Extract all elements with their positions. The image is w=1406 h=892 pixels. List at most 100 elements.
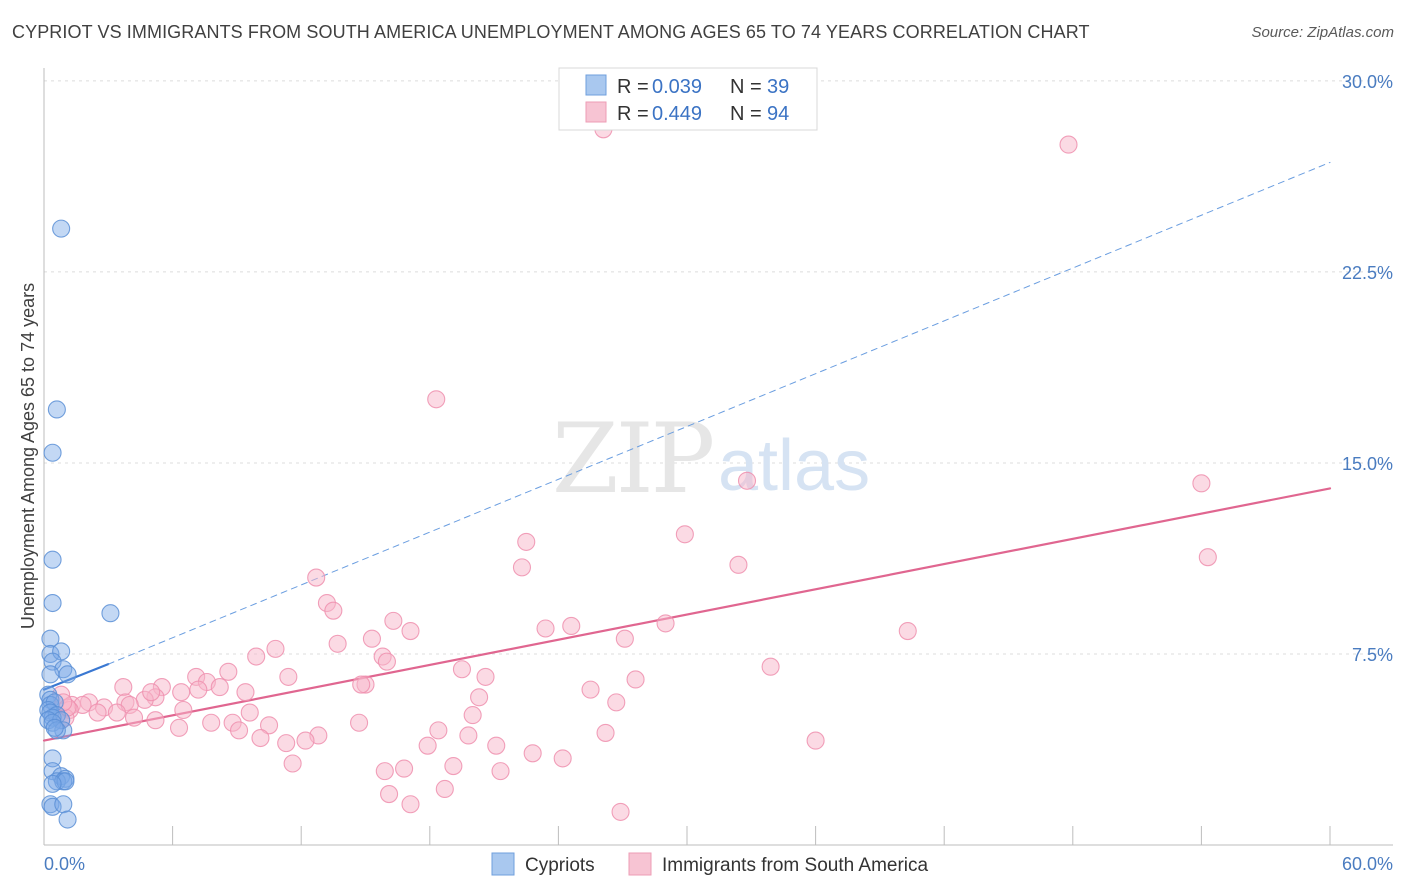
cypriot-point-2: [43, 443, 62, 462]
immigrant-point-84: [491, 762, 510, 781]
immigrant-point-80: [553, 749, 572, 768]
immigrant-point-63: [202, 713, 221, 732]
bottom-legend-swatch-immigrants: [628, 852, 652, 876]
x-tick-label-1: 60.0%: [1342, 854, 1393, 874]
legend-r-label-cypriots: R =: [617, 76, 649, 98]
legend-swatch-cypriots: [585, 74, 607, 96]
cypriot-point-34: [41, 795, 60, 814]
immigrant-point-17: [401, 622, 420, 641]
cypriot-point-0: [52, 219, 71, 238]
immigrant-point-67: [229, 721, 249, 740]
immigrant-point-2: [427, 390, 446, 409]
immigrant-point-38: [210, 678, 229, 697]
immigrant-point-76: [806, 731, 825, 750]
immigrant-point-87: [380, 785, 399, 804]
legend-n-value-cypriots: 39: [767, 76, 789, 98]
watermark: ZIP atlas: [552, 403, 870, 515]
immigrant-point-5: [675, 525, 694, 544]
grid-lines: [44, 80, 1393, 655]
cypriot-point-38: [45, 718, 64, 737]
immigrant-point-28: [219, 662, 238, 681]
immigrant-point-91: [107, 703, 126, 722]
immigrant-point-1: [1059, 135, 1078, 154]
immigrant-point-85: [375, 762, 394, 781]
cypriot-point-25: [47, 721, 66, 740]
immigrant-point-74: [277, 734, 296, 753]
immigrant-point-15: [562, 616, 581, 636]
immigrant-point-82: [444, 756, 463, 776]
immigrant-point-69: [169, 718, 189, 737]
trend-line-cypriots-dashed: [107, 161, 1331, 665]
immigrant-point-8: [729, 555, 748, 574]
immigrant-point-23: [247, 647, 266, 666]
immigrant-point-12: [324, 601, 343, 620]
immigrant-point-26: [761, 657, 780, 676]
immigrant-point-13: [384, 611, 403, 630]
immigrant-point-22: [266, 639, 285, 658]
immigrant-point-66: [259, 716, 279, 735]
bottom-legend-label-immigrants: Immigrants from South America: [662, 855, 929, 876]
immigrant-point-68: [429, 721, 448, 740]
y-tick-label-1: 15.0%: [1342, 454, 1393, 474]
immigrant-point-62: [146, 711, 165, 730]
chart-title: CYPRIOT VS IMMIGRANTS FROM SOUTH AMERICA…: [12, 22, 1090, 42]
immigrant-point-6: [517, 532, 536, 551]
cypriot-point-36: [54, 795, 73, 814]
immigrant-point-25: [377, 652, 396, 671]
immigrant-point-77: [418, 736, 437, 755]
bottom-legend: Cypriots Immigrants from South America: [491, 852, 929, 876]
immigrant-point-3: [737, 471, 757, 490]
watermark-atlas: atlas: [718, 426, 870, 506]
immigrant-point-19: [615, 629, 634, 648]
y-tick-label-0: 7.5%: [1352, 645, 1393, 665]
immigrant-point-35: [114, 678, 133, 697]
immigrant-point-41: [236, 683, 255, 702]
immigrant-point-93: [142, 683, 161, 702]
immigrant-point-44: [470, 688, 489, 707]
immigrant-point-79: [523, 744, 542, 763]
cypriot-point-12: [58, 665, 77, 684]
immigrant-point-53: [174, 700, 193, 720]
legend-r-value-cypriots: 0.039: [652, 76, 702, 98]
cypriot-point-6: [41, 629, 60, 648]
immigrant-point-21: [328, 634, 347, 653]
tick-labels: 7.5% 15.0% 22.5% 30.0% 0.0% 60.0%: [44, 72, 1393, 874]
legend-n-label-cypriots: N =: [730, 76, 762, 98]
immigrant-point-65: [350, 713, 369, 732]
legend-r-label-immigrants: R =: [617, 103, 649, 125]
immigrant-point-57: [607, 693, 626, 712]
cypriot-point-26: [43, 749, 62, 768]
y-tick-label-3: 30.0%: [1342, 72, 1393, 92]
bottom-legend-swatch-cypriots: [491, 852, 515, 876]
immigrant-point-40: [172, 683, 191, 702]
immigrant-point-75: [296, 731, 315, 750]
legend-swatch-immigrants: [585, 101, 607, 123]
cypriot-point-7: [41, 644, 60, 664]
immigrant-point-39: [581, 680, 600, 699]
immigrant-point-7: [1198, 548, 1217, 567]
legend: R = 0.039 N = 39 R = 0.449 N = 94: [558, 67, 818, 131]
chart-source: Source: ZipAtlas.com: [1251, 24, 1394, 41]
immigrant-point-55: [240, 703, 259, 722]
immigrant-point-16: [656, 614, 675, 633]
immigrant-point-86: [435, 779, 454, 799]
x-tick-label-0: 0.0%: [44, 854, 85, 874]
immigrant-point-83: [395, 759, 414, 778]
immigrant-point-20: [362, 629, 381, 648]
immigrant-point-58: [463, 706, 482, 725]
legend-n-value-immigrants: 94: [767, 103, 789, 125]
immigrant-point-9: [512, 558, 532, 577]
immigrant-point-27: [452, 660, 472, 679]
cypriot-point-11: [41, 665, 60, 684]
cypriot-point-33: [43, 774, 62, 793]
immigrant-point-60: [124, 708, 144, 727]
immigrant-point-88: [401, 795, 420, 814]
cypriot-point-4: [43, 593, 62, 613]
immigrant-point-14: [536, 619, 555, 638]
immigrant-point-56: [88, 703, 107, 722]
cypriot-point-3: [43, 550, 62, 569]
immigrant-point-89: [611, 802, 630, 821]
cypriot-point-37: [58, 810, 77, 829]
legend-r-value-immigrants: 0.449: [652, 103, 702, 125]
